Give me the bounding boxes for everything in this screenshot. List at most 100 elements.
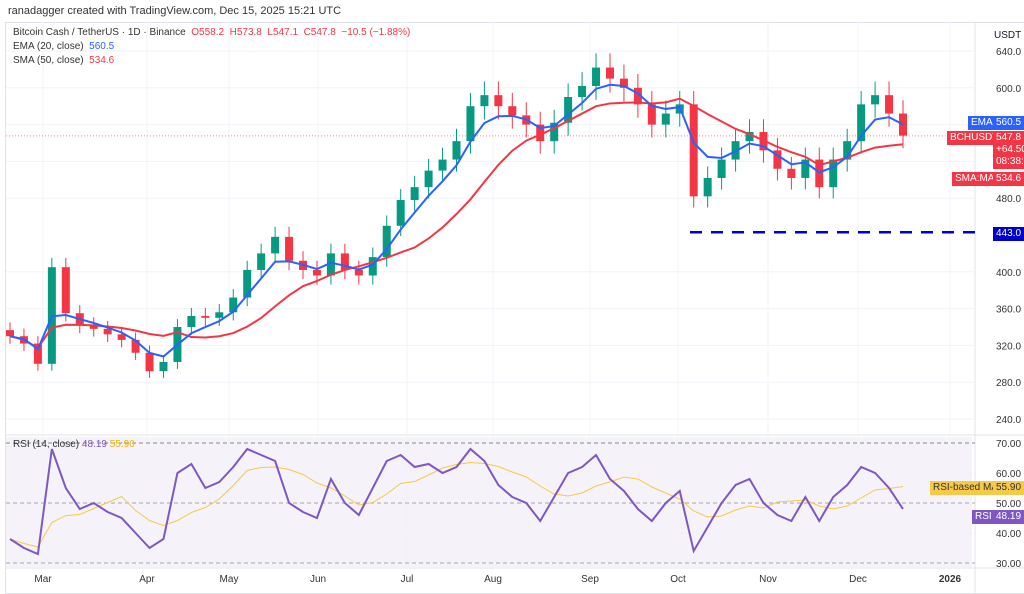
candle-body xyxy=(801,159,810,178)
rsi-ma-price-tag: 55.90 xyxy=(993,481,1024,495)
candle-body xyxy=(619,78,628,88)
rsi-tick-label: 70.00 xyxy=(996,439,1021,450)
rsi-tick-label: 30.00 xyxy=(996,559,1021,570)
time-tick-label: May xyxy=(220,574,239,585)
symbol-tag: BCHUSDT xyxy=(947,131,1002,145)
credit-text: ranadagger created with TradingView.com,… xyxy=(8,5,342,17)
candle-body xyxy=(159,361,168,372)
candle-body xyxy=(592,67,601,86)
high-value: H573.8 xyxy=(229,27,262,38)
candle-body xyxy=(187,315,196,327)
candle-body xyxy=(340,253,349,270)
ema-label: EMA (20, close) xyxy=(13,41,84,52)
rsi-tick-label: 60.00 xyxy=(996,469,1021,480)
time-tick-label: Jun xyxy=(310,574,326,585)
sma-value: 534.6 xyxy=(89,55,115,66)
candle-body xyxy=(368,257,377,276)
open-value: O558.2 xyxy=(191,27,225,38)
rsi-tag: RSI xyxy=(972,510,995,524)
price-tick-label: 360.0 xyxy=(996,305,1021,316)
candle-body xyxy=(410,187,419,201)
time-tick-label: Sep xyxy=(581,574,599,585)
candle-body xyxy=(480,95,489,107)
sma-tag: SMA:MA xyxy=(952,172,998,186)
sma-price-tag: 534.6 xyxy=(993,172,1024,186)
candle-body xyxy=(871,95,880,105)
candle-body xyxy=(773,150,782,169)
candle-body xyxy=(843,141,852,160)
candle-body xyxy=(466,106,475,142)
price-tick-label: 480.0 xyxy=(996,194,1021,205)
candle-body xyxy=(229,297,238,313)
rsi-ma-tag: RSI-based MA xyxy=(930,481,1002,495)
price-tick-label: 240.0 xyxy=(996,415,1021,426)
ema-line xyxy=(9,83,904,358)
rsi-value: 48.19 xyxy=(81,439,107,450)
candle-body xyxy=(285,236,294,261)
time-tick-label: Jul xyxy=(401,574,414,585)
candle-body xyxy=(424,170,433,188)
change-value: −10.5 (−1.88%) xyxy=(341,27,411,38)
support-price-tag: 443.0 xyxy=(993,227,1024,241)
close-value: C547.8 xyxy=(303,27,336,38)
ema-value: 560.5 xyxy=(89,41,115,52)
candle-body xyxy=(633,87,642,105)
candle-body xyxy=(745,131,754,142)
time-tick-label: 2026 xyxy=(939,574,962,585)
candle-body xyxy=(326,253,335,276)
time-tick-label: Oct xyxy=(670,574,686,585)
symbol-legend: Bitcoin Cash / TetherUS · 1D · Binance O… xyxy=(13,27,410,38)
rsi-label: RSI (14, close) xyxy=(13,439,80,450)
low-value: L547.1 xyxy=(267,27,299,38)
rsi-ma-value: 55.90 xyxy=(109,439,135,450)
candle-body xyxy=(452,141,461,160)
candle-body xyxy=(6,330,14,337)
price-tick-label: 400.0 xyxy=(996,268,1021,279)
time-tick-label: Mar xyxy=(34,574,52,585)
candle-body xyxy=(494,95,503,107)
price-tick-label: 320.0 xyxy=(996,341,1021,352)
price-change: +64.50 xyxy=(996,144,1024,155)
candle-body xyxy=(61,267,70,314)
sma-legend[interactable]: SMA (50, close) 534.6 xyxy=(13,55,114,66)
candle-body xyxy=(508,106,517,116)
candle-body xyxy=(103,328,112,335)
candle-body xyxy=(438,159,447,171)
rsi-price-tag: 48.19 xyxy=(993,510,1024,524)
candle-body xyxy=(605,67,614,79)
price-tick-label: 640.0 xyxy=(996,47,1021,58)
rsi-legend[interactable]: RSI (14, close) 48.19 55.90 xyxy=(13,439,135,450)
candle-body xyxy=(661,113,670,125)
candle-body xyxy=(647,104,656,125)
time-tick-label: Aug xyxy=(484,574,502,585)
candle-body xyxy=(312,269,321,276)
candle-body xyxy=(703,177,712,197)
sma-label: SMA (50, close) xyxy=(13,55,84,66)
symbol-title[interactable]: Bitcoin Cash / TetherUS · 1D · Binance xyxy=(13,27,186,38)
ema-legend[interactable]: EMA (20, close) 560.5 xyxy=(13,41,114,52)
time-tick-label: Apr xyxy=(139,574,155,585)
candle-body xyxy=(354,269,363,276)
candle-body xyxy=(145,352,154,372)
candle-body xyxy=(131,339,140,353)
ema-price-tag: 560.5 xyxy=(993,116,1024,130)
currency-label: USDT xyxy=(994,30,1022,41)
candle-body xyxy=(33,343,42,364)
candle-body xyxy=(717,159,726,178)
price-tick-label: 280.0 xyxy=(996,378,1021,389)
candle-body xyxy=(550,122,559,142)
candle-body xyxy=(899,113,907,136)
candle-body xyxy=(396,200,405,226)
ema-tag: EMA xyxy=(968,116,996,130)
candle-body xyxy=(117,334,126,340)
candle-body xyxy=(829,159,838,188)
last-price: 547.8 xyxy=(996,132,1022,143)
candle-body xyxy=(787,168,796,178)
candle-body xyxy=(857,104,866,142)
time-tick-label: Nov xyxy=(759,574,777,585)
candle-body xyxy=(564,97,573,123)
rsi-ma-line xyxy=(9,461,904,548)
candle-body xyxy=(689,104,698,197)
price-tick-label: 600.0 xyxy=(996,84,1021,95)
